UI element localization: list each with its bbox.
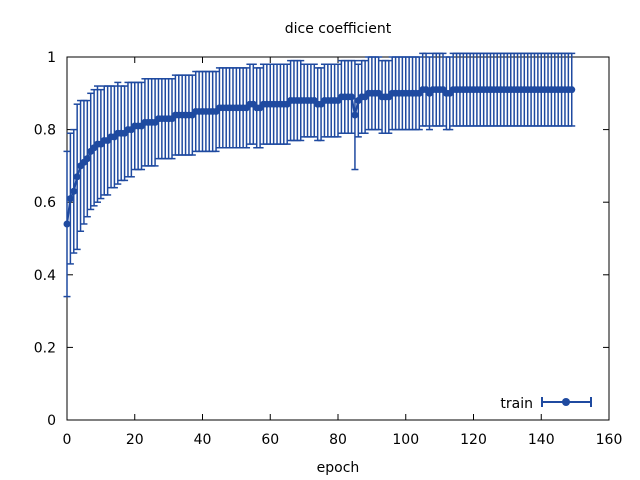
y-tick-label: 0.4 bbox=[34, 268, 56, 284]
y-tick-label: 0 bbox=[47, 413, 56, 429]
data-point bbox=[351, 111, 359, 119]
x-tick-label: 160 bbox=[596, 432, 623, 448]
x-tick-label: 120 bbox=[460, 432, 487, 448]
data-point bbox=[73, 173, 81, 181]
data-point bbox=[66, 195, 74, 203]
x-tick-label: 60 bbox=[261, 432, 279, 448]
axis-ticks: 0 20 40 60 80 100 120 140 160 0 0.2 0.4 0.6 0.8 1 bbox=[34, 50, 623, 448]
data-points bbox=[63, 86, 576, 228]
x-tick-label: 20 bbox=[126, 432, 144, 448]
x-tick-label: 100 bbox=[392, 432, 419, 448]
y-tick-label: 0.2 bbox=[34, 340, 56, 356]
data-point bbox=[63, 220, 71, 228]
y-tick-label: 0.6 bbox=[34, 195, 56, 211]
x-axis-label: epoch bbox=[317, 460, 360, 476]
x-tick-label: 0 bbox=[63, 432, 72, 448]
data-point bbox=[83, 155, 91, 163]
y-tick-label: 0.8 bbox=[34, 123, 56, 139]
data-point bbox=[568, 86, 576, 94]
x-tick-label: 140 bbox=[528, 432, 555, 448]
series-line-train bbox=[66, 88, 572, 225]
x-tick-label: 40 bbox=[194, 432, 212, 448]
y-tick-label: 1 bbox=[47, 50, 56, 66]
data-point bbox=[348, 93, 356, 101]
legend-label-train: train bbox=[500, 396, 533, 412]
legend: train bbox=[500, 396, 592, 412]
data-point bbox=[70, 187, 78, 195]
legend-marker bbox=[562, 398, 570, 406]
x-tick-label: 80 bbox=[329, 432, 347, 448]
chart-title: dice coefficient bbox=[285, 21, 392, 37]
